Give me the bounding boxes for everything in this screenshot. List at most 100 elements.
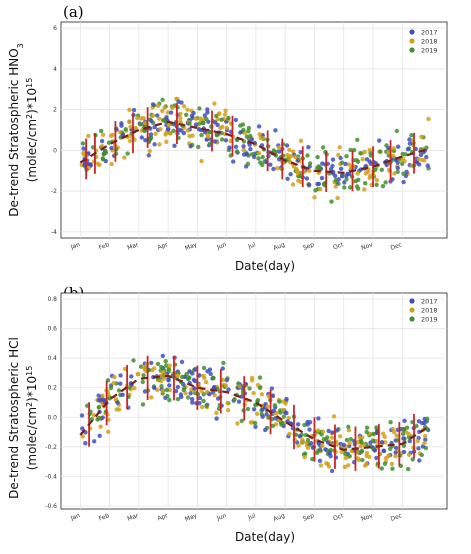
x-tick-label: Apr [157,241,170,251]
point-2019 [394,128,399,134]
panel-b-trend-line [79,374,430,451]
panel-a-y-axis-label-line2: (molec/cm2)*1015 [25,78,40,183]
point-2018 [157,116,162,121]
point-2018 [293,154,298,160]
point-2018 [422,440,427,446]
point-2018 [185,107,190,112]
point-2018 [224,125,230,131]
point-2018 [167,363,172,368]
point-2018 [200,404,205,410]
point-2018 [190,133,195,138]
panel-a-plot-area [60,21,448,239]
point-2017 [216,396,221,401]
point-2017 [307,420,313,425]
point-2017 [179,359,185,365]
point-2018 [426,116,431,122]
panel-a-legend-2017: 2017 [421,28,438,36]
point-2019 [246,129,251,134]
point-2019 [344,154,349,159]
point-2017 [338,155,343,161]
point-2019 [277,399,282,404]
point-2019 [106,140,112,145]
point-2018 [147,148,152,154]
point-2019 [329,199,334,204]
point-2018 [265,404,270,409]
x-tick-label: Jul [246,241,256,251]
point-2018 [199,158,204,164]
panel-a-y-axis-label-line1: De-trend Stratospheric HNO3 [7,43,25,216]
point-2019 [378,149,383,154]
point-2018 [326,464,332,469]
point-2017 [288,172,293,177]
point-2018 [324,461,329,466]
point-2019 [383,180,388,185]
point-2017 [268,162,273,167]
point-2017 [316,181,322,187]
point-2019 [302,422,307,428]
point-2019 [244,134,250,139]
point-2018 [302,455,307,460]
point-2018 [320,443,325,448]
point-2019 [320,145,326,150]
point-2017 [298,150,303,155]
point-2018 [206,134,211,139]
point-2018 [150,368,155,373]
point-2017 [92,439,97,444]
point-2018 [391,146,397,151]
point-2019 [108,385,114,391]
x-tick-label: Jan [69,512,81,522]
point-2019 [187,375,192,380]
point-2018 [364,461,369,467]
x-tick-label: Aug [272,241,286,252]
point-2018 [110,132,115,137]
point-2017 [425,163,430,168]
point-2019 [346,424,351,429]
point-2018 [335,195,340,201]
point-2017 [263,427,268,433]
y-tick-label: 6 [53,25,57,32]
point-2017 [401,449,407,455]
point-2019 [258,160,263,165]
point-2017 [190,397,195,402]
point-2017 [88,162,93,167]
panel-a: (a) -4 -2 0 2 4 6 Jan Feb Mar Apr May Jun Jul Aug Sep… [7,3,448,273]
point-2017 [284,396,289,402]
point-2018 [336,152,341,158]
point-2017 [190,400,195,405]
y-tick-label: -2 [51,188,57,195]
point-2019 [255,398,261,403]
point-2019 [257,385,263,391]
panel-b-x-ticks: Jan Feb Mar Apr May Jun Jul Aug Sep Oct Nov Dec [69,512,403,523]
point-2019 [374,182,379,187]
point-2018 [235,421,240,426]
point-2018 [347,440,352,446]
point-2018 [386,454,391,459]
point-2017 [152,142,157,147]
x-tick-label: Oct [332,512,345,522]
point-2019 [344,177,349,182]
point-2017 [297,434,303,439]
point-2018 [367,147,372,153]
y-tick-label: -4 [51,229,57,236]
point-2019 [379,167,384,172]
point-2017 [239,394,244,399]
point-2019 [298,174,303,179]
point-2018 [98,424,103,429]
point-2019 [414,423,419,429]
point-2017 [277,149,282,154]
point-2019 [256,156,261,161]
point-2019 [182,385,187,391]
point-2018 [393,454,398,459]
point-2018 [423,433,428,439]
point-2018 [391,430,397,435]
point-2017 [202,113,208,118]
point-2018 [362,149,367,155]
point-2019 [123,127,128,132]
point-2018 [287,147,292,153]
point-2019 [382,461,388,466]
point-2019 [164,363,169,368]
point-2017 [253,424,258,429]
point-2018 [80,434,86,439]
point-2017 [149,360,154,366]
point-2019 [339,160,345,165]
